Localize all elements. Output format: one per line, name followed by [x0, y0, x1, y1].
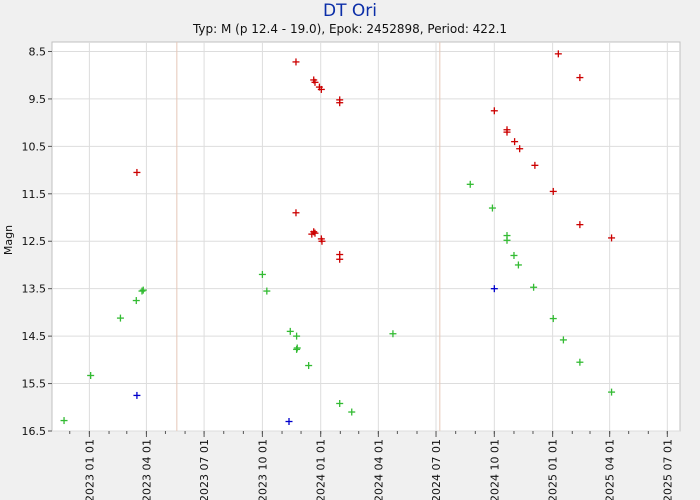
- y-tick-label: 15.5: [22, 378, 47, 391]
- y-tick-label: 9.5: [29, 93, 47, 106]
- data-point: [559, 336, 567, 344]
- data-point: [608, 388, 616, 396]
- data-point: [336, 99, 344, 107]
- data-point: [258, 270, 266, 278]
- y-tick-label: 13.5: [22, 283, 47, 296]
- data-point: [293, 344, 301, 352]
- data-point: [530, 283, 538, 291]
- x-tick-label: 2024 07 01: [430, 439, 443, 500]
- x-tick-label: 2023 04 01: [140, 439, 153, 500]
- y-tick-label: 11.5: [22, 188, 47, 201]
- data-point: [389, 330, 397, 338]
- data-point: [576, 221, 584, 229]
- y-tick-label: 8.5: [29, 45, 47, 58]
- data-point: [514, 261, 522, 269]
- data-point: [317, 85, 325, 93]
- data-point: [576, 358, 584, 366]
- data-point: [336, 255, 344, 263]
- data-point: [549, 187, 557, 195]
- data-point: [310, 228, 318, 236]
- grid-layer: [52, 42, 680, 432]
- chart-title: DT Ori: [323, 1, 377, 21]
- data-point: [133, 168, 141, 176]
- x-tick-label: 2024 10 01: [488, 439, 501, 500]
- data-point: [138, 287, 146, 295]
- vertical-marker-layer: [176, 42, 441, 431]
- data-point: [503, 128, 511, 136]
- data-point: [60, 417, 68, 425]
- data-point: [554, 50, 562, 58]
- data-point: [292, 58, 300, 66]
- data-point: [549, 315, 557, 323]
- data-point: [311, 78, 319, 86]
- x-tick-label: 2024 01 01: [315, 439, 328, 500]
- data-point: [292, 209, 300, 217]
- x-tick-label: 2023 01 01: [83, 439, 96, 500]
- data-point: [87, 371, 95, 379]
- y-tick-label: 16.5: [22, 425, 47, 438]
- data-point: [608, 234, 616, 242]
- data-point: [133, 391, 141, 399]
- x-tick-label: 2023 07 01: [198, 439, 211, 500]
- data-point: [311, 229, 319, 237]
- x-tick-label: 2025 07 01: [661, 439, 674, 500]
- x-tick-label: 2024 04 01: [372, 439, 385, 500]
- data-point: [286, 327, 294, 335]
- data-point: [490, 285, 498, 293]
- data-point: [348, 408, 356, 416]
- x-tick-label: 2025 01 01: [547, 439, 560, 500]
- x-tick-label: 2025 04 01: [604, 439, 617, 500]
- data-point: [516, 145, 524, 153]
- y-axis-label: Magn: [2, 225, 15, 255]
- data-point: [285, 418, 293, 426]
- y-tick-label: 14.5: [22, 330, 47, 343]
- data-point: [293, 332, 301, 340]
- data-point: [576, 74, 584, 82]
- plot-area: [51, 41, 681, 432]
- data-point: [503, 236, 511, 244]
- x-tick-label: 2023 10 01: [256, 439, 269, 500]
- data-point: [305, 362, 313, 370]
- data-point: [132, 297, 140, 305]
- data-point: [116, 314, 124, 322]
- y-tick-label: 12.5: [22, 235, 47, 248]
- data-point: [510, 251, 518, 259]
- data-point: [318, 237, 326, 245]
- y-tick-label: 10.5: [22, 140, 47, 153]
- data-point: [488, 204, 496, 212]
- data-point: [511, 138, 519, 146]
- data-point: [531, 161, 539, 169]
- data-point-layer: [60, 50, 616, 426]
- data-point: [139, 286, 147, 294]
- chart-subtitle: Typ: M (p 12.4 - 19.0), Epok: 2452898, P…: [192, 22, 508, 36]
- data-point: [336, 399, 344, 407]
- axis-layer: 8.5 9.5 10.5 11.5 12.5 13.5 14.5 15.5 16.5 2023 0…: [22, 45, 675, 500]
- data-point: [466, 180, 474, 188]
- data-point: [490, 107, 498, 115]
- data-point: [263, 287, 271, 295]
